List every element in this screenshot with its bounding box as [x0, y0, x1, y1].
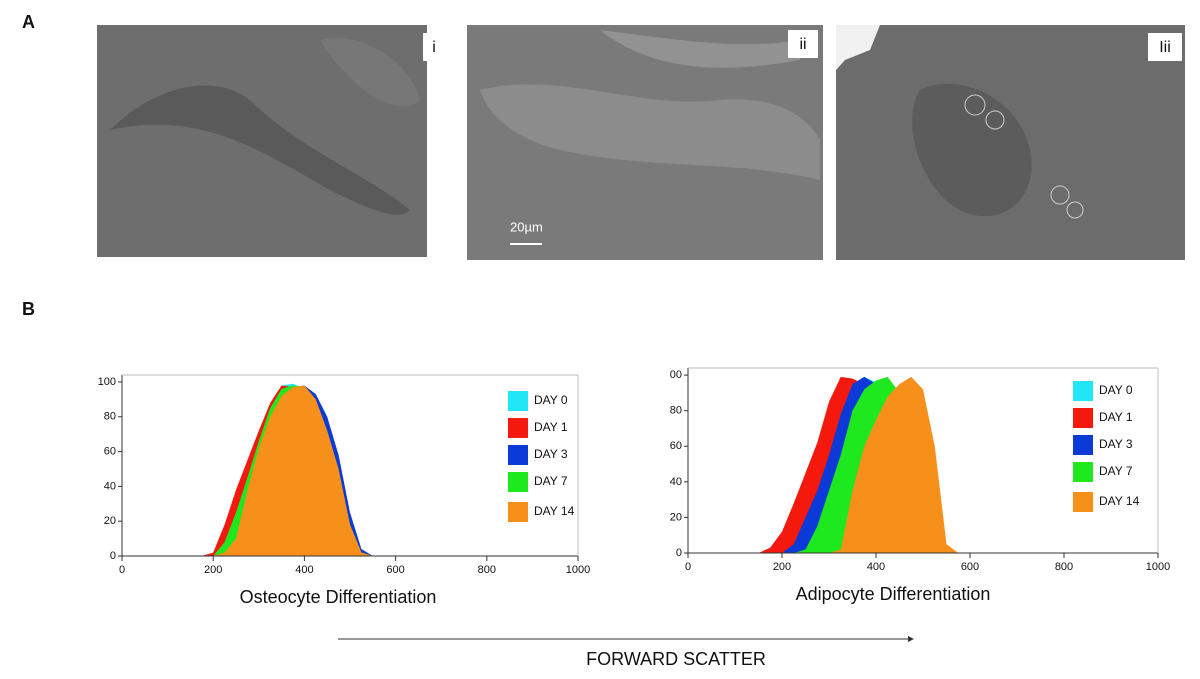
legend-label: DAY 3 — [534, 447, 568, 461]
legend-swatch — [1073, 381, 1093, 401]
x-tick-label: 0 — [119, 564, 125, 576]
legend-label: DAY 3 — [1099, 437, 1133, 451]
legend-label: DAY 1 — [1099, 410, 1133, 424]
y-tick-label: 0 — [110, 550, 116, 562]
sem-image: Iii — [836, 25, 1185, 260]
x-tick-label: 800 — [478, 564, 496, 576]
arrow-head — [908, 636, 914, 642]
legend-swatch — [508, 445, 528, 465]
legend-label: DAY 0 — [1099, 383, 1133, 397]
x-tick-label: 200 — [204, 564, 222, 576]
y-tick-label: 60 — [670, 440, 682, 452]
image-label: Iii — [1159, 39, 1171, 56]
y-tick-label: 0 — [676, 547, 682, 559]
legend-swatch — [1073, 462, 1093, 482]
legend-swatch — [1073, 435, 1093, 455]
x-tick-label: 400 — [295, 564, 313, 576]
scale-bar: 20µm — [510, 219, 543, 234]
legend-label: DAY 0 — [534, 393, 568, 407]
sem-image: ii 20µm — [467, 25, 823, 260]
legend-swatch — [508, 391, 528, 411]
y-tick-label: 60 — [104, 445, 116, 457]
y-tick-label: 20 — [670, 511, 682, 523]
legend-swatch — [1073, 408, 1093, 428]
legend-label: DAY 7 — [534, 474, 568, 488]
area — [758, 376, 959, 553]
legend-swatch — [1073, 492, 1093, 512]
y-tick-label: 40 — [104, 480, 116, 492]
panel-label: A — [22, 12, 35, 32]
x-tick-label: 1000 — [566, 564, 590, 576]
legend-swatch — [508, 472, 528, 492]
area — [190, 385, 385, 556]
image-label: i — [432, 39, 436, 56]
x-tick-label: 1000 — [1146, 561, 1170, 573]
y-tick-label: 100 — [98, 376, 116, 388]
y-tick-label: 80 — [104, 411, 116, 423]
y-tick-label: 20 — [104, 515, 116, 527]
legend-label: DAY 1 — [534, 420, 568, 434]
footer-label: FORWARD SCATTER — [586, 649, 766, 669]
legend-swatch — [508, 502, 528, 522]
x-tick-label: 200 — [773, 561, 791, 573]
sem-image: i — [97, 25, 445, 257]
x-tick-label: 0 — [685, 561, 691, 573]
x-tick-label: 600 — [961, 561, 979, 573]
y-tick-label: 00 — [670, 369, 682, 381]
legend-label: DAY 7 — [1099, 464, 1133, 478]
panel-label: B — [22, 299, 35, 319]
x-axis-label: Adipocyte Differentiation — [796, 584, 991, 604]
x-tick-label: 800 — [1055, 561, 1073, 573]
legend-swatch — [508, 418, 528, 438]
y-tick-label: 40 — [670, 476, 682, 488]
legend-label: DAY 14 — [1099, 494, 1140, 508]
x-axis-label: Osteocyte Differentiation — [240, 587, 437, 607]
x-tick-label: 400 — [867, 561, 885, 573]
x-tick-label: 600 — [386, 564, 404, 576]
legend-label: DAY 14 — [534, 504, 575, 518]
image-label: ii — [799, 36, 806, 53]
y-tick-label: 80 — [670, 405, 682, 417]
